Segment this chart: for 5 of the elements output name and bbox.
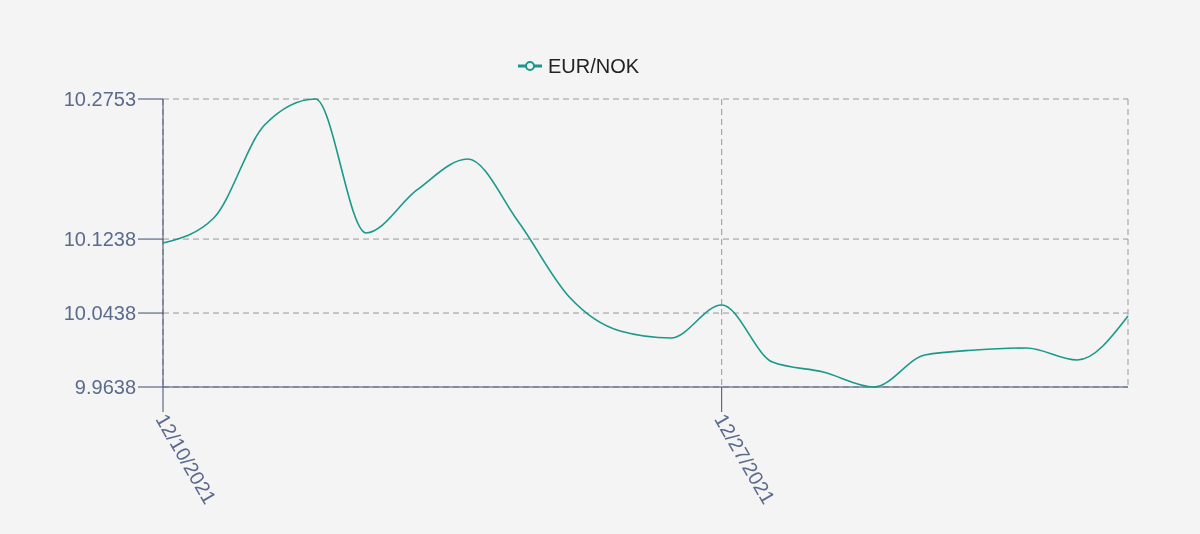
y-tick-label: 9.9638 [74, 376, 136, 398]
legend-label: EUR/NOK [548, 55, 640, 77]
y-tick-label: 10.0438 [63, 302, 136, 325]
y-tick-label: 10.2753 [63, 88, 136, 110]
y-tick-label: 10.1238 [63, 228, 136, 251]
